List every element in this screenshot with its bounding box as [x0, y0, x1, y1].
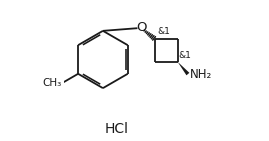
- Polygon shape: [178, 62, 189, 75]
- Text: &1: &1: [179, 51, 192, 60]
- Text: NH₂: NH₂: [190, 68, 212, 81]
- Text: O: O: [136, 21, 146, 34]
- Text: CH₃: CH₃: [43, 78, 62, 88]
- Text: &1: &1: [157, 27, 170, 36]
- Text: HCl: HCl: [105, 122, 129, 136]
